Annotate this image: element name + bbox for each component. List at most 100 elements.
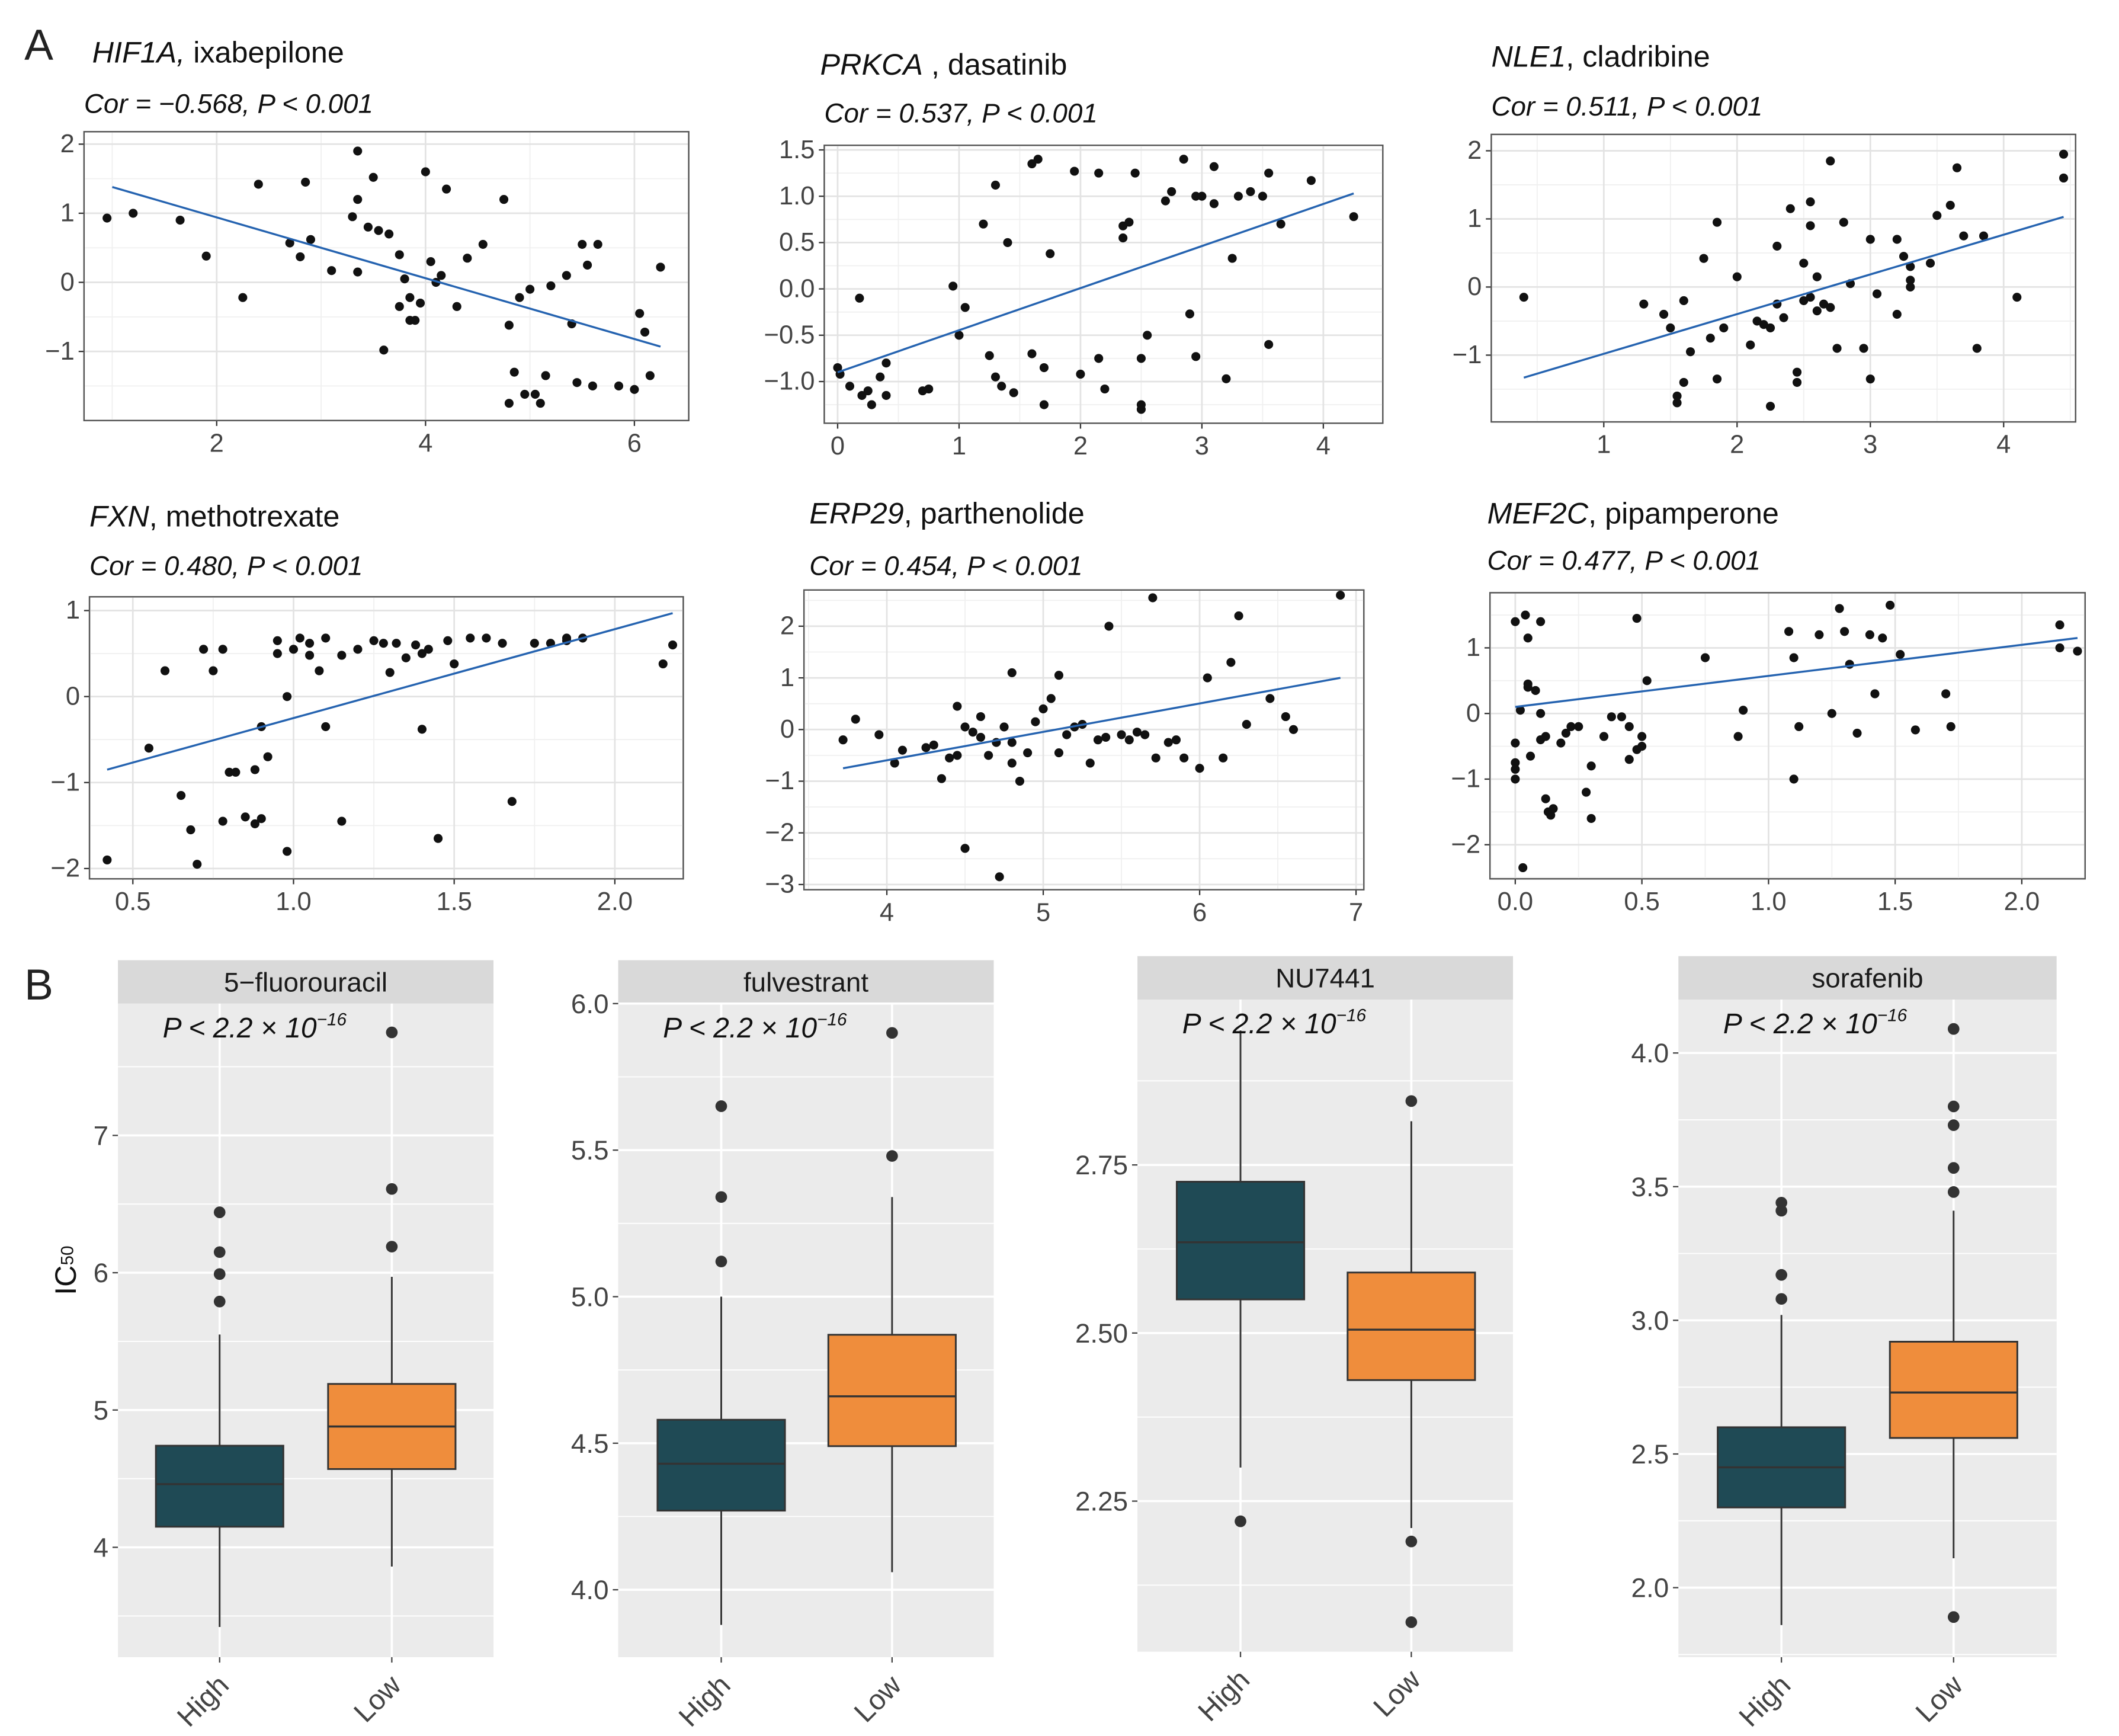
y-tick-label: 2.0 [1631,1573,1669,1603]
data-point [1815,630,1824,639]
data-point [1233,191,1243,201]
data-point [593,239,602,249]
data-point [1124,735,1134,745]
data-point [1519,293,1528,302]
p-value-label: P < 2.2 × 10−16 [163,1010,347,1044]
data-point [1792,367,1802,377]
data-point [285,238,294,248]
data-point [855,293,864,303]
plot-area [83,131,690,421]
data-point [1100,384,1110,394]
data-point [990,180,1001,190]
data-point [1865,374,1875,384]
x-tick-label: 2 [210,429,224,457]
data-point [273,636,282,645]
data-point [1607,712,1616,722]
data-point [509,367,519,377]
x-tick-label: 0 [831,432,845,460]
data-point [1101,732,1111,742]
data-point [960,303,970,312]
data-point [874,730,884,739]
data-point [1785,204,1795,213]
correlation-label: Cor = 0.511, P < 0.001 [1491,91,1762,121]
facet-strip [618,960,994,1004]
data-point [867,400,876,409]
data-point [1712,374,1722,384]
data-point [1511,617,1520,626]
facet-title: sorafenib [1812,963,1923,993]
outlier-point [1775,1205,1787,1217]
data-point [315,666,324,675]
y-tick-label: 0.0 [779,274,815,303]
y-tick-label: 0 [60,268,75,296]
data-point [499,195,509,204]
data-point [1185,309,1194,319]
data-point [1027,159,1037,169]
plot-border [1490,133,2076,423]
data-point [1624,755,1634,764]
data-point [395,302,404,311]
data-point [630,385,639,394]
plot-area [118,1003,494,1657]
data-point [1246,187,1255,196]
x-tick-label: 4 [880,898,894,927]
p-value-exponent: −16 [817,1010,847,1029]
data-point [929,740,938,750]
data-point [1561,728,1570,738]
data-point [1556,738,1566,748]
panel-title: HIF1A, ixabepilone [92,36,344,69]
data-point [1076,369,1085,379]
y-tick-label: 6.0 [571,989,609,1019]
data-point [1659,309,1669,319]
data-point [1336,591,1345,600]
data-point [411,316,420,325]
facet-title: 5−fluorouracil [224,967,387,997]
y-tick-label: 2.75 [1075,1150,1128,1180]
data-point [1852,728,1862,738]
plot-border [823,145,1384,424]
plot-area [1678,999,2057,1657]
data-point [507,797,517,806]
data-point [525,284,535,294]
data-point [1784,627,1794,636]
data-point [321,722,331,731]
data-point [452,302,461,311]
data-point [2059,149,2069,159]
gene-name: FXN [89,499,149,533]
data-point [466,633,475,643]
data-point [1979,231,1989,241]
data-point [442,184,451,194]
data-point [283,847,292,856]
data-point [1839,217,1848,227]
p-value-text: P < 2.2 × 10 [1182,1008,1336,1040]
data-point [1203,673,1212,683]
data-point [1009,388,1018,398]
drug-name: , cladribine [1566,39,1710,73]
data-point [1637,742,1647,751]
data-point [881,390,891,400]
data-point [1264,339,1274,349]
data-point [400,274,409,284]
p-value-exponent: −16 [1877,1006,1908,1026]
data-point [1733,732,1743,741]
y-tick-label: 0 [780,715,794,744]
data-point [1039,400,1049,409]
x-tick-label: 1 [1597,431,1611,459]
data-point [301,177,310,187]
outlier-point [213,1206,226,1218]
data-point [1151,753,1161,763]
data-point [1932,211,1942,220]
data-point [1046,249,1055,258]
data-point [2059,173,2069,183]
data-point [1288,725,1299,734]
x-tick-label: 2.0 [597,888,633,916]
data-point [1209,162,1219,171]
p-value-text: P < 2.2 × 10 [663,1013,817,1044]
data-point [1827,709,1836,718]
data-point [1832,344,1842,353]
regression-line [1523,216,2064,379]
data-point [1536,709,1546,718]
data-point [368,172,378,182]
data-point [1794,722,1804,731]
data-point [1094,168,1104,178]
